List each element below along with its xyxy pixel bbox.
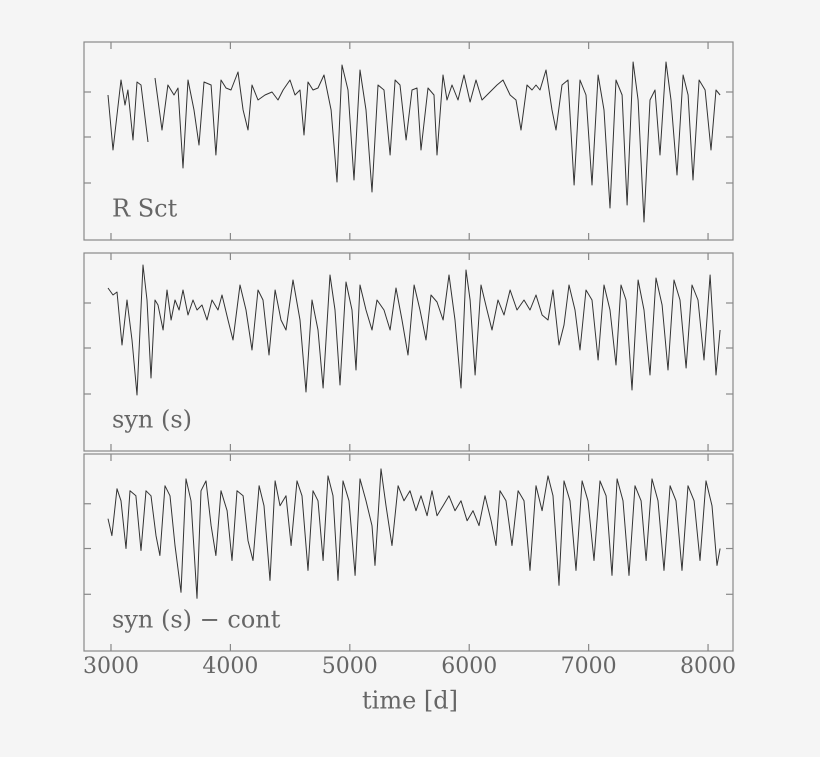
panel-frame <box>83 252 734 452</box>
panel-label: R Sct <box>112 195 178 223</box>
x-tick-label: 7000 <box>561 654 617 679</box>
x-tick-label: 4000 <box>202 654 258 679</box>
light-curve <box>107 264 721 396</box>
panel-frame <box>83 453 734 652</box>
panel-frame <box>83 41 734 241</box>
x-axis-label: time [d] <box>362 687 458 715</box>
x-tick-label: 6000 <box>441 654 497 679</box>
panel-label: syn (s) − cont <box>112 606 281 634</box>
light-curve <box>107 468 721 599</box>
x-tick-label: 3000 <box>83 654 139 679</box>
light-curve <box>107 61 721 223</box>
x-tick-label: 5000 <box>322 654 378 679</box>
x-tick-label: 8000 <box>680 654 736 679</box>
panel-label: syn (s) <box>112 406 192 434</box>
